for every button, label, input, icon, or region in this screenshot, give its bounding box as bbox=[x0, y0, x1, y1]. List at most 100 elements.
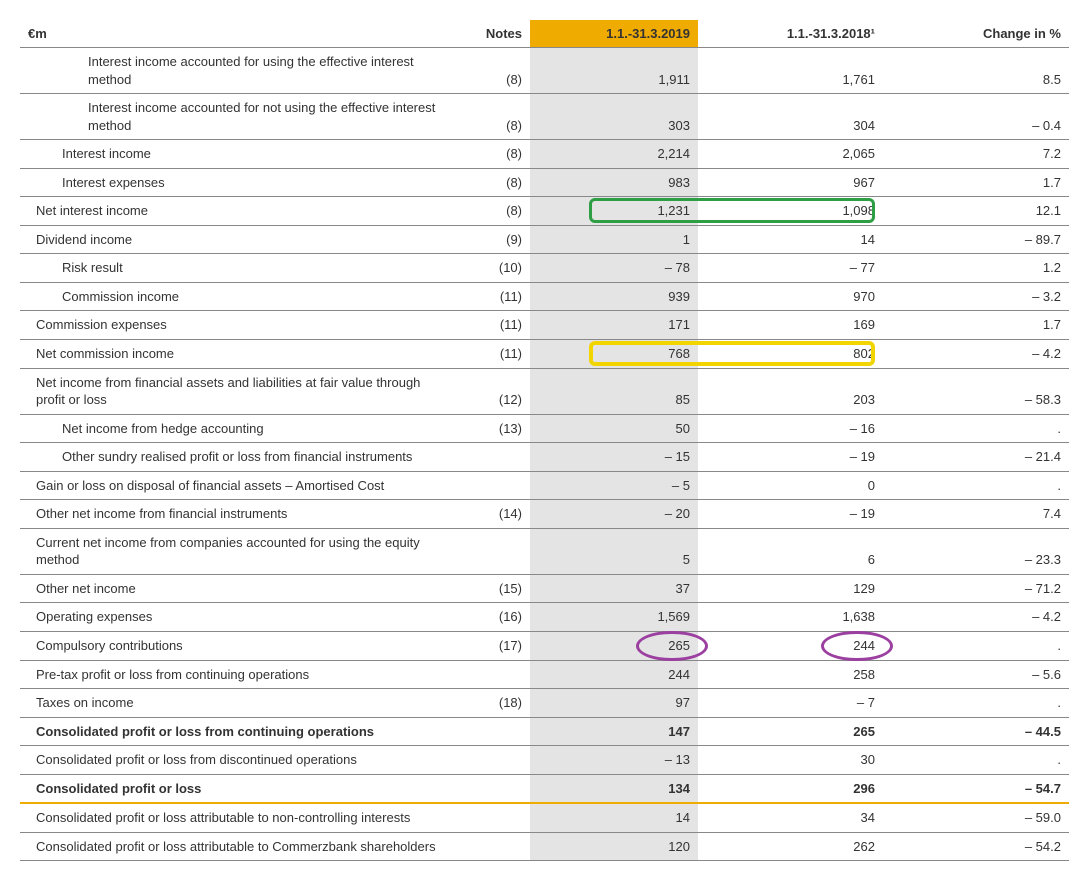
row-value-2019: 303 bbox=[530, 94, 698, 140]
row-value-2019: – 15 bbox=[530, 443, 698, 472]
table-row: Interest income accounted for using the … bbox=[20, 48, 1069, 94]
row-notes: (16) bbox=[450, 603, 530, 632]
row-notes: (11) bbox=[450, 311, 530, 340]
row-value-2018: – 19 bbox=[698, 500, 883, 529]
row-value-2018: 30 bbox=[698, 746, 883, 775]
row-value-2018: 129 bbox=[698, 574, 883, 603]
row-notes bbox=[450, 528, 530, 574]
table-row: Commission income(11)939970– 3.2 bbox=[20, 282, 1069, 311]
row-change: – 0.4 bbox=[883, 94, 1069, 140]
row-value-2019: 983 bbox=[530, 168, 698, 197]
row-notes: (10) bbox=[450, 254, 530, 283]
table-header: €m Notes 1.1.-31.3.2019 1.1.-31.3.2018¹ … bbox=[20, 20, 1069, 48]
table-row: Other net income(15)37129– 71.2 bbox=[20, 574, 1069, 603]
row-label: Other sundry realised profit or loss fro… bbox=[20, 443, 450, 472]
row-change: 8.5 bbox=[883, 48, 1069, 94]
row-value-2019: 134 bbox=[530, 774, 698, 803]
row-value-2019: 120 bbox=[530, 832, 698, 861]
row-notes bbox=[450, 832, 530, 861]
row-change: – 71.2 bbox=[883, 574, 1069, 603]
row-label: Dividend income bbox=[20, 225, 450, 254]
table-row: Commission expenses(11)1711691.7 bbox=[20, 311, 1069, 340]
row-value-2018: 258 bbox=[698, 660, 883, 689]
row-notes: (18) bbox=[450, 689, 530, 718]
row-label: Consolidated profit or loss attributable… bbox=[20, 803, 450, 832]
row-notes bbox=[450, 717, 530, 746]
header-period-current: 1.1.-31.3.2019 bbox=[530, 20, 698, 48]
header-period-prior: 1.1.-31.3.2018¹ bbox=[698, 20, 883, 48]
row-change: – 4.2 bbox=[883, 340, 1069, 369]
row-label: Net income from financial assets and lia… bbox=[20, 368, 450, 414]
row-label: Consolidated profit or loss from continu… bbox=[20, 717, 450, 746]
row-value-2019: 147 bbox=[530, 717, 698, 746]
row-label: Consolidated profit or loss bbox=[20, 774, 450, 803]
row-notes bbox=[450, 803, 530, 832]
table-body: Interest income accounted for using the … bbox=[20, 48, 1069, 861]
row-change: 1.2 bbox=[883, 254, 1069, 283]
row-notes: (11) bbox=[450, 282, 530, 311]
row-notes: (13) bbox=[450, 414, 530, 443]
row-label: Other net income from financial instrume… bbox=[20, 500, 450, 529]
row-value-2018: 169 bbox=[698, 311, 883, 340]
header-change: Change in % bbox=[883, 20, 1069, 48]
row-notes: (8) bbox=[450, 94, 530, 140]
row-value-2018: 1,098 bbox=[698, 197, 883, 226]
row-label: Interest expenses bbox=[20, 168, 450, 197]
row-label: Pre-tax profit or loss from continuing o… bbox=[20, 660, 450, 689]
table-row: Interest expenses(8)9839671.7 bbox=[20, 168, 1069, 197]
row-value-2018: – 77 bbox=[698, 254, 883, 283]
row-label: Gain or loss on disposal of financial as… bbox=[20, 471, 450, 500]
row-value-2019: 1,231 bbox=[530, 197, 698, 226]
row-label: Net commission income bbox=[20, 340, 450, 369]
row-value-2019: 1,569 bbox=[530, 603, 698, 632]
row-notes bbox=[450, 660, 530, 689]
row-label: Net income from hedge accounting bbox=[20, 414, 450, 443]
row-change: – 23.3 bbox=[883, 528, 1069, 574]
row-value-2018: 2,065 bbox=[698, 140, 883, 169]
row-value-2019: 14 bbox=[530, 803, 698, 832]
row-notes: (15) bbox=[450, 574, 530, 603]
row-value-2018: 0 bbox=[698, 471, 883, 500]
table-row: Risk result(10)– 78– 771.2 bbox=[20, 254, 1069, 283]
table-row: Consolidated profit or loss from continu… bbox=[20, 717, 1069, 746]
row-change: . bbox=[883, 746, 1069, 775]
row-change: . bbox=[883, 471, 1069, 500]
row-label: Commission income bbox=[20, 282, 450, 311]
header-notes: Notes bbox=[450, 20, 530, 48]
row-notes: (11) bbox=[450, 340, 530, 369]
row-value-2018: 6 bbox=[698, 528, 883, 574]
row-value-2019: 244 bbox=[530, 660, 698, 689]
row-value-2018: 265 bbox=[698, 717, 883, 746]
row-value-2019: 1,911 bbox=[530, 48, 698, 94]
row-value-2018: – 7 bbox=[698, 689, 883, 718]
row-value-2019: 1 bbox=[530, 225, 698, 254]
table-row: Consolidated profit or loss134296– 54.7 bbox=[20, 774, 1069, 803]
table-row: Consolidated profit or loss attributable… bbox=[20, 803, 1069, 832]
row-value-2019: – 13 bbox=[530, 746, 698, 775]
row-change: – 21.4 bbox=[883, 443, 1069, 472]
table-row: Net commission income(11)768802– 4.2 bbox=[20, 340, 1069, 369]
table-row: Consolidated profit or loss attributable… bbox=[20, 832, 1069, 861]
row-change: – 54.7 bbox=[883, 774, 1069, 803]
row-change: . bbox=[883, 689, 1069, 718]
row-change: 1.7 bbox=[883, 168, 1069, 197]
row-change: . bbox=[883, 632, 1069, 661]
row-value-2018: 262 bbox=[698, 832, 883, 861]
row-label: Interest income accounted for not using … bbox=[20, 94, 450, 140]
row-value-2018: 34 bbox=[698, 803, 883, 832]
row-change: 7.4 bbox=[883, 500, 1069, 529]
row-change: – 58.3 bbox=[883, 368, 1069, 414]
row-notes bbox=[450, 746, 530, 775]
row-value-2018: 304 bbox=[698, 94, 883, 140]
row-change: – 3.2 bbox=[883, 282, 1069, 311]
row-value-2019: 2,214 bbox=[530, 140, 698, 169]
table-row: Current net income from companies accoun… bbox=[20, 528, 1069, 574]
table-row: Taxes on income(18)97– 7. bbox=[20, 689, 1069, 718]
row-label: Interest income bbox=[20, 140, 450, 169]
row-value-2019: 97 bbox=[530, 689, 698, 718]
table-row: Compulsory contributions(17)265244. bbox=[20, 632, 1069, 661]
row-label: Operating expenses bbox=[20, 603, 450, 632]
row-value-2019: 171 bbox=[530, 311, 698, 340]
row-notes: (8) bbox=[450, 48, 530, 94]
row-change: . bbox=[883, 414, 1069, 443]
